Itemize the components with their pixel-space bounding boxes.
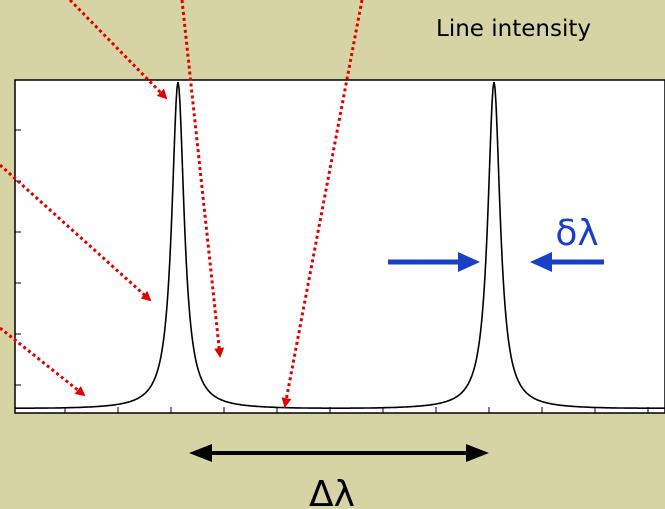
- pointer-arrows: [0, 0, 364, 408]
- linewidth-arrowhead-left: [458, 252, 480, 272]
- linewidth-arrows: [388, 252, 604, 272]
- pointer-arrow-minimum: [281, 0, 364, 408]
- separation-arrowhead-left: [189, 444, 212, 462]
- plot-title: Line intensity: [436, 16, 591, 42]
- spectral-curve: [15, 81, 665, 409]
- pointer-arrow-peak: [68, 0, 168, 100]
- separation-label: Δλ: [309, 474, 355, 509]
- linewidth-label: δλ: [555, 213, 598, 254]
- plot-area: [14, 79, 665, 414]
- pointer-arrow-left-flank: [0, 163, 152, 302]
- linewidth-arrowhead-right: [530, 252, 552, 272]
- separation-arrowhead-right: [466, 444, 489, 462]
- separation-arrow: [189, 444, 489, 462]
